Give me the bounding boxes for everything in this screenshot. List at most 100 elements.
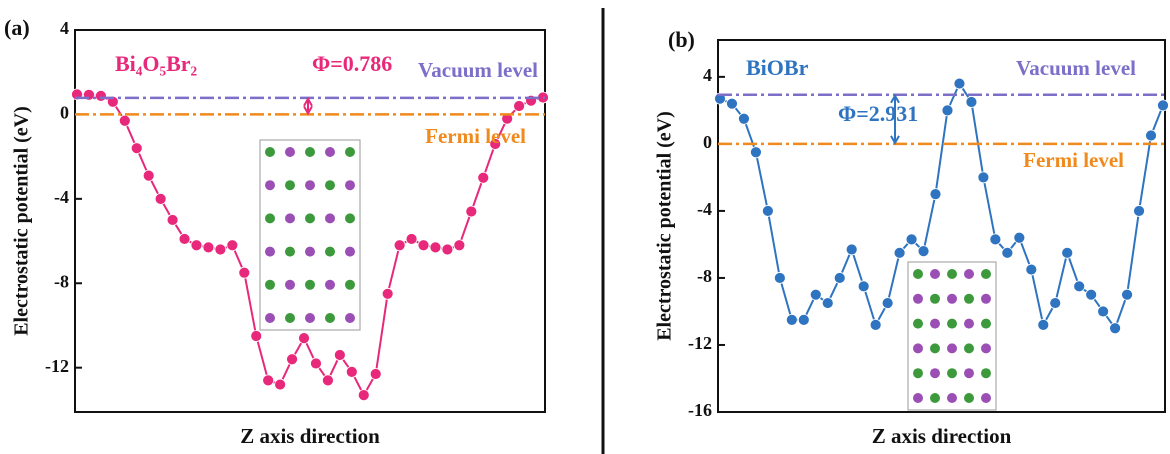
data-point bbox=[929, 188, 942, 201]
inset-atom bbox=[285, 279, 295, 290]
inset-atom bbox=[305, 147, 315, 157]
inset-atom bbox=[964, 368, 974, 379]
data-point bbox=[202, 241, 215, 254]
data-point bbox=[809, 288, 822, 301]
inset-atom bbox=[964, 393, 974, 403]
data-point bbox=[250, 330, 263, 342]
inset-atom bbox=[265, 180, 275, 191]
inset-atom bbox=[325, 213, 335, 224]
data-point bbox=[941, 104, 954, 117]
inset-atom bbox=[930, 293, 940, 304]
inset-atom bbox=[285, 180, 295, 191]
y-tick-label: -8 bbox=[697, 266, 712, 286]
inset-atom bbox=[981, 269, 991, 279]
data-point bbox=[1145, 129, 1157, 142]
inset-atom bbox=[930, 343, 940, 354]
inset-atom bbox=[325, 246, 335, 257]
data-point bbox=[166, 214, 179, 226]
inset-atom bbox=[265, 313, 275, 323]
inset-atom bbox=[345, 246, 355, 257]
inset-atom bbox=[913, 293, 923, 304]
data-point bbox=[761, 205, 774, 217]
inset-atom bbox=[325, 313, 335, 323]
arrow-head bbox=[303, 96, 313, 116]
data-point bbox=[953, 77, 966, 90]
inset-atom bbox=[325, 279, 335, 290]
data-point bbox=[1073, 280, 1086, 293]
data-point bbox=[1025, 263, 1038, 276]
data-point bbox=[226, 239, 239, 252]
reference-label: Vacuum level bbox=[1016, 56, 1136, 80]
data-point bbox=[821, 297, 834, 309]
series-line bbox=[76, 93, 544, 398]
y-tick-label: -16 bbox=[688, 400, 712, 420]
data-point bbox=[345, 366, 358, 378]
data-point bbox=[893, 246, 906, 259]
data-point bbox=[1061, 246, 1074, 259]
data-point bbox=[393, 239, 406, 252]
inset-atom bbox=[947, 368, 957, 379]
inset-atom bbox=[964, 318, 974, 329]
inset-atom bbox=[964, 293, 974, 304]
inset-atom bbox=[265, 279, 275, 290]
inset-atom bbox=[947, 269, 957, 279]
inset-atom bbox=[981, 293, 991, 304]
series-title: BiOBr bbox=[746, 55, 809, 80]
y-tick-label: -12 bbox=[688, 333, 712, 353]
data-point bbox=[178, 233, 191, 245]
data-point bbox=[405, 233, 418, 245]
data-point bbox=[1049, 297, 1062, 309]
inset-atom bbox=[325, 147, 335, 157]
data-point bbox=[726, 97, 738, 110]
inset-atom bbox=[305, 279, 315, 290]
inset-atom bbox=[913, 318, 923, 329]
inset-atom bbox=[981, 368, 991, 379]
data-point bbox=[989, 233, 1002, 246]
y-tick-label: 0 bbox=[703, 132, 712, 152]
inset-atom bbox=[930, 269, 940, 279]
inset-atom bbox=[930, 393, 940, 403]
data-point bbox=[477, 171, 490, 184]
data-point bbox=[465, 205, 478, 218]
data-point bbox=[429, 241, 442, 254]
data-point bbox=[453, 239, 466, 252]
inset-atom bbox=[913, 343, 923, 354]
inset-structure bbox=[259, 139, 361, 331]
inset-atom bbox=[947, 293, 957, 304]
inset-atom bbox=[981, 343, 991, 354]
data-point bbox=[1085, 288, 1098, 301]
data-point bbox=[357, 389, 370, 402]
data-point bbox=[905, 233, 918, 246]
data-point bbox=[1157, 99, 1169, 112]
x-axis-label: Z axis direction bbox=[240, 424, 380, 448]
y-axis-label: Electrostatic potential (eV) bbox=[11, 106, 33, 336]
data-point bbox=[1001, 246, 1014, 259]
arrow-head bbox=[890, 93, 900, 145]
data-point bbox=[833, 272, 846, 284]
inset-atom bbox=[947, 318, 957, 329]
data-point bbox=[881, 297, 894, 309]
data-point bbox=[274, 378, 287, 391]
y-axis-label: Electrostatic potential (eV) bbox=[654, 111, 676, 341]
data-point bbox=[869, 318, 882, 331]
data-point bbox=[1013, 231, 1026, 244]
data-point bbox=[845, 243, 858, 256]
plot-frame bbox=[74, 29, 546, 413]
data-point bbox=[142, 169, 155, 182]
data-point bbox=[441, 243, 454, 256]
inset-atom bbox=[305, 213, 315, 224]
y-tick-label: 4 bbox=[60, 18, 69, 38]
x-axis-label: Z axis direction bbox=[872, 424, 1012, 448]
data-point bbox=[738, 112, 750, 125]
data-point bbox=[333, 349, 346, 361]
data-point bbox=[1133, 205, 1145, 217]
inset-atom bbox=[345, 180, 355, 191]
inset-atom bbox=[964, 269, 974, 279]
inset-atom bbox=[265, 246, 275, 257]
data-point bbox=[130, 142, 143, 155]
inset-atom bbox=[345, 213, 355, 224]
data-point bbox=[501, 112, 514, 125]
data-point bbox=[797, 313, 810, 326]
data-point bbox=[977, 171, 990, 184]
